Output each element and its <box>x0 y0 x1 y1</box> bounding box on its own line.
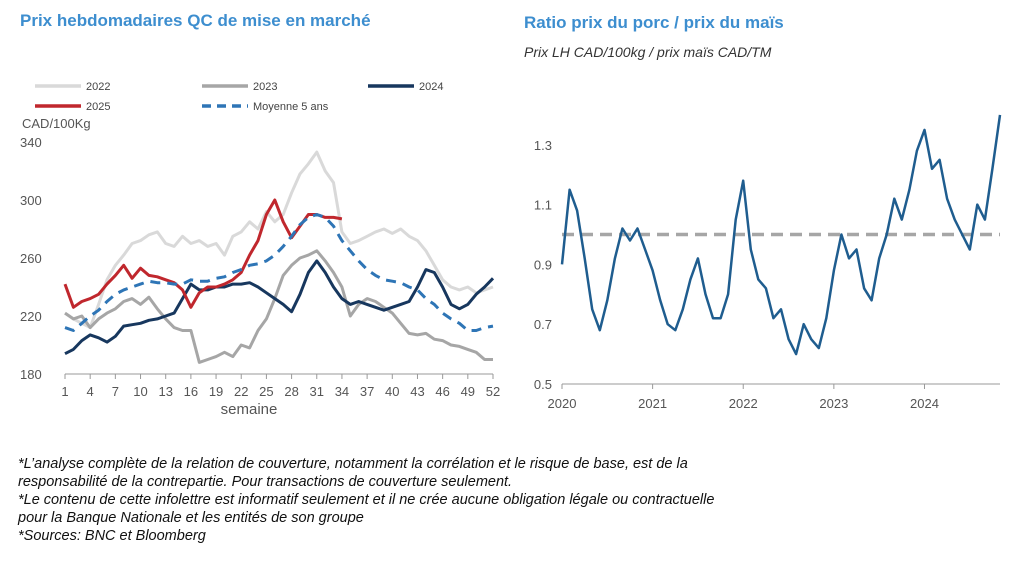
footnote-line: pour la Banque Nationale et les entités … <box>18 510 364 526</box>
x-tick-label: 2022 <box>729 396 758 411</box>
x-tick-label: 46 <box>435 384 449 399</box>
pork-corn-ratio-chart: 0.5 0.7 0.9 1.1 1.3 2020 2021 2022 2023 2024 <box>534 114 1002 411</box>
x-tick-label: 2023 <box>819 396 848 411</box>
y-tick-label: 180 <box>20 367 42 382</box>
x-tick-label: 2020 <box>548 396 577 411</box>
weekly-price-chart: 2022 2023 2024 2025 Moyenne 5 ans CAD/100Kg 18… <box>20 81 500 418</box>
x-tick-label: 49 <box>461 384 475 399</box>
x-tick-label: 37 <box>360 384 374 399</box>
x-tick-label: 2024 <box>910 396 939 411</box>
x-tick-label: 34 <box>335 384 349 399</box>
x-tick-label: 19 <box>209 384 223 399</box>
right-chart-subtitle: Prix LH CAD/100kg / prix maïs CAD/TM <box>524 44 772 60</box>
footnote-line: *Sources: BNC et Bloomberg <box>18 528 206 544</box>
series-line <box>64 150 494 330</box>
x-tick-label: 2021 <box>638 396 667 411</box>
series-line <box>64 213 494 332</box>
x-tick-label: 10 <box>133 384 147 399</box>
footnotes: *L’analyse complète de la relation de co… <box>18 455 1008 545</box>
legend-label: 2025 <box>86 101 110 113</box>
y-tick-label: 220 <box>20 309 42 324</box>
x-tick-label: 52 <box>486 384 500 399</box>
x-tick-label: 1 <box>61 384 68 399</box>
legend-label: 2023 <box>253 81 277 93</box>
series-line <box>560 114 1002 356</box>
legend-label: 2022 <box>86 81 110 93</box>
x-tick-label: 13 <box>158 384 172 399</box>
x-tick-label: 40 <box>385 384 399 399</box>
left-chart-title: Prix hebdomadaires QC de mise en marché <box>20 11 371 30</box>
y-tick-label: 0.5 <box>534 377 552 392</box>
x-tick-label: 16 <box>184 384 198 399</box>
y-tick-label: 0.9 <box>534 257 552 272</box>
x-tick-label: 43 <box>410 384 424 399</box>
x-tick-label: 4 <box>87 384 94 399</box>
x-tick-label: 28 <box>284 384 298 399</box>
series-line <box>64 259 495 356</box>
y-tick-label: 0.7 <box>534 317 552 332</box>
x-tick-label: 25 <box>259 384 273 399</box>
x-tick-label: 31 <box>310 384 324 399</box>
series-line <box>64 249 493 364</box>
footnote-line: responsabilité de la contrepartie. Pour … <box>18 474 513 490</box>
footnote-line: *L’analyse complète de la relation de co… <box>18 456 688 472</box>
legend-label: Moyenne 5 ans <box>253 101 329 113</box>
right-chart-title: Ratio prix du porc / prix du maïs <box>524 13 784 32</box>
y-tick-label: 1.3 <box>534 138 552 153</box>
y-tick-label: 1.1 <box>534 198 552 213</box>
y-axis-label: CAD/100Kg <box>22 116 91 131</box>
legend-label: 2024 <box>419 81 443 93</box>
x-axis-label: semaine <box>221 401 278 418</box>
x-tick-label: 7 <box>112 384 119 399</box>
y-tick-label: 340 <box>20 135 42 150</box>
footnote-line: *Le contenu de cette infolettre est info… <box>18 492 715 508</box>
y-tick-label: 300 <box>20 193 42 208</box>
y-tick-label: 260 <box>20 251 42 266</box>
x-tick-label: 22 <box>234 384 248 399</box>
